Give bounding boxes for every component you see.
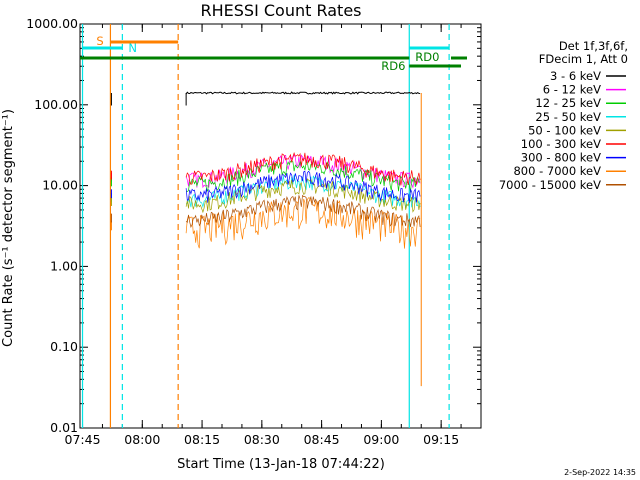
legend: Det 1f,3f,6f, FDecim 1, Att 0 3 - 6 keV6… [499,39,628,192]
legend-label: 12 - 25 keV [535,96,601,110]
legend-label: 50 - 100 keV [528,123,601,137]
saa-label: S [96,34,103,48]
x-tick-label: 08:45 [304,432,340,447]
series-trace [185,194,421,229]
series-trace [185,178,421,214]
x-tick-label: 07:45 [65,432,101,447]
plot-area: 0.01 0.10 1.00 10.00 100.00 1000.00 07:45 08:00… [26,16,482,447]
series-trace [185,91,421,95]
rd0-label: RD0 [415,50,439,64]
y-tick-label: 0.01 [50,420,78,435]
x-tick-label: 08:30 [244,432,280,447]
y-tick-label: 100.00 [34,97,78,112]
series-trace [185,197,421,249]
footer-timestamp: 2-Sep-2022 14:35 [564,468,636,477]
legend-label: 300 - 800 keV [521,151,601,165]
y-axis-title: Count Rate (s⁻¹ detector segment⁻¹) [1,109,16,347]
x-axis-title: Start Time (13-Jan-18 07:44:22) [177,457,385,472]
legend-header-line-2: FDecim 1, Att 0 [539,52,628,66]
rd6-label: RD6 [381,59,405,73]
y-tick-label: 1.00 [50,258,78,273]
y-tick-label: 1000.00 [26,16,78,31]
y-tick-label: 10.00 [42,178,78,193]
y-tick-label: 0.10 [50,339,78,354]
legend-label: 7000 - 15000 keV [499,178,601,192]
legend-label: 3 - 6 keV [550,69,601,83]
series-trace [185,151,421,186]
night-label: N [128,41,137,55]
x-tick-label: 09:00 [363,432,399,447]
x-tick-label: 09:15 [423,432,459,447]
x-tick-label: 08:00 [124,432,160,447]
x-tick-label: 08:15 [184,432,220,447]
chart-title: RHESSI Count Rates [201,1,362,20]
legend-header-line-1: Det 1f,3f,6f, [559,39,628,53]
legend-label: 800 - 7000 keV [513,164,601,178]
series-trace [185,170,421,204]
legend-label: 100 - 300 keV [521,137,601,151]
legend-label: 6 - 12 keV [543,83,601,97]
plot-frame [79,23,482,429]
legend-label: 25 - 50 keV [535,110,601,124]
